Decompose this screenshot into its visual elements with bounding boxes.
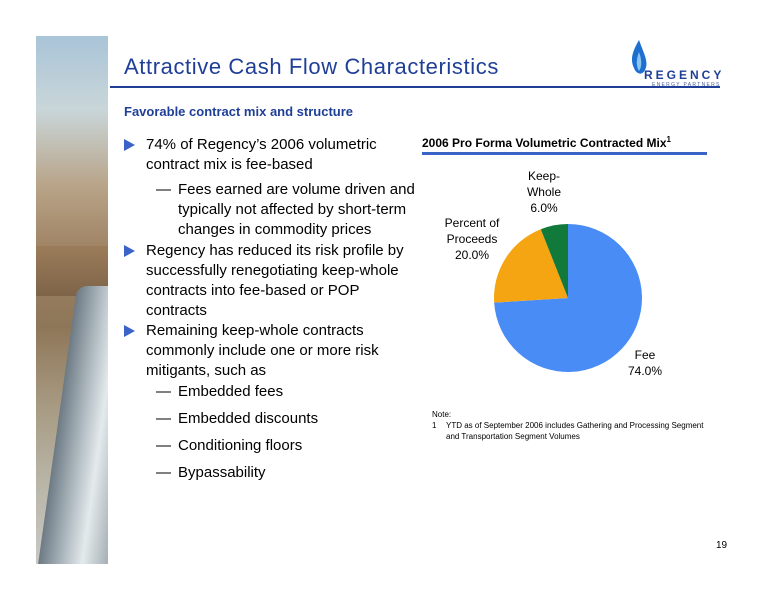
page-number: 19 — [716, 540, 728, 551]
title-rule — [110, 86, 720, 88]
footnote: Note: 1 YTD as of September 2006 include… — [432, 409, 722, 441]
regency-logo: REGENCY ENERGY PARTNERS — [620, 36, 730, 92]
sub-bullet-text: Bypassability — [178, 464, 266, 481]
logo-brand: REGENCY — [644, 68, 725, 82]
sub-bullet-text: Fees earned are volume driven and typica… — [178, 181, 415, 238]
bullet-text: 74% of Regency’s 2006 volumetric contrac… — [146, 136, 377, 173]
sub-bullet-text: Embedded discounts — [178, 410, 319, 427]
pie-label-percent-of-proceeds: Percent of Proceeds 20.0% — [445, 216, 500, 262]
chart-title-text: 2006 Pro Forma Volumetric Contracted Mix — [422, 136, 667, 150]
bullet-arrow-icon — [124, 325, 135, 337]
note-heading: Note: — [432, 410, 452, 419]
sub-bullet-dash: — — [156, 464, 171, 481]
bullet-text: Regency has reduced its risk profile by … — [146, 242, 404, 319]
note-number: 1 — [432, 421, 437, 430]
logo-subtext: ENERGY PARTNERS — [652, 82, 721, 88]
pie-label-fee: Fee 74.0% — [628, 348, 662, 378]
note-text: YTD as of September 2006 includes Gather… — [446, 421, 704, 441]
sub-bullet-text: Embedded fees — [178, 383, 284, 400]
sub-bullet-text: Conditioning floors — [178, 437, 303, 454]
pipeline-photo — [36, 36, 108, 564]
sub-bullet-dash: — — [156, 181, 171, 198]
pie-slice-keep-whole — [540, 224, 568, 298]
flame-icon — [631, 40, 647, 74]
chart-title-footnote: 1 — [666, 135, 671, 144]
pie-slice-fee — [494, 224, 642, 372]
bullet-arrow-icon — [124, 139, 135, 151]
bullet-text: Remaining keep-whole contracts commonly … — [146, 322, 379, 379]
chart-title-rule — [422, 152, 707, 155]
pie-chart: Fee 74.0% Percent of Proceeds 20.0% Keep-Whol… — [445, 169, 663, 378]
sub-bullet-dash: — — [156, 383, 171, 400]
photo-pipe — [36, 286, 108, 564]
sub-bullet-dash: — — [156, 437, 171, 454]
bullet-arrow-icon — [124, 245, 135, 257]
pie-label-keep-whole: Keep-Whole 6.0% — [527, 169, 561, 215]
slide-title: Attractive Cash Flow Characteristics — [124, 54, 499, 79]
pie-slice-percent-of-proceeds — [494, 229, 568, 303]
slide-subtitle: Favorable contract mix and structure — [124, 104, 354, 119]
sub-bullet-dash: — — [156, 410, 171, 427]
chart-title: 2006 Pro Forma Volumetric Contracted Mix… — [422, 135, 707, 150]
